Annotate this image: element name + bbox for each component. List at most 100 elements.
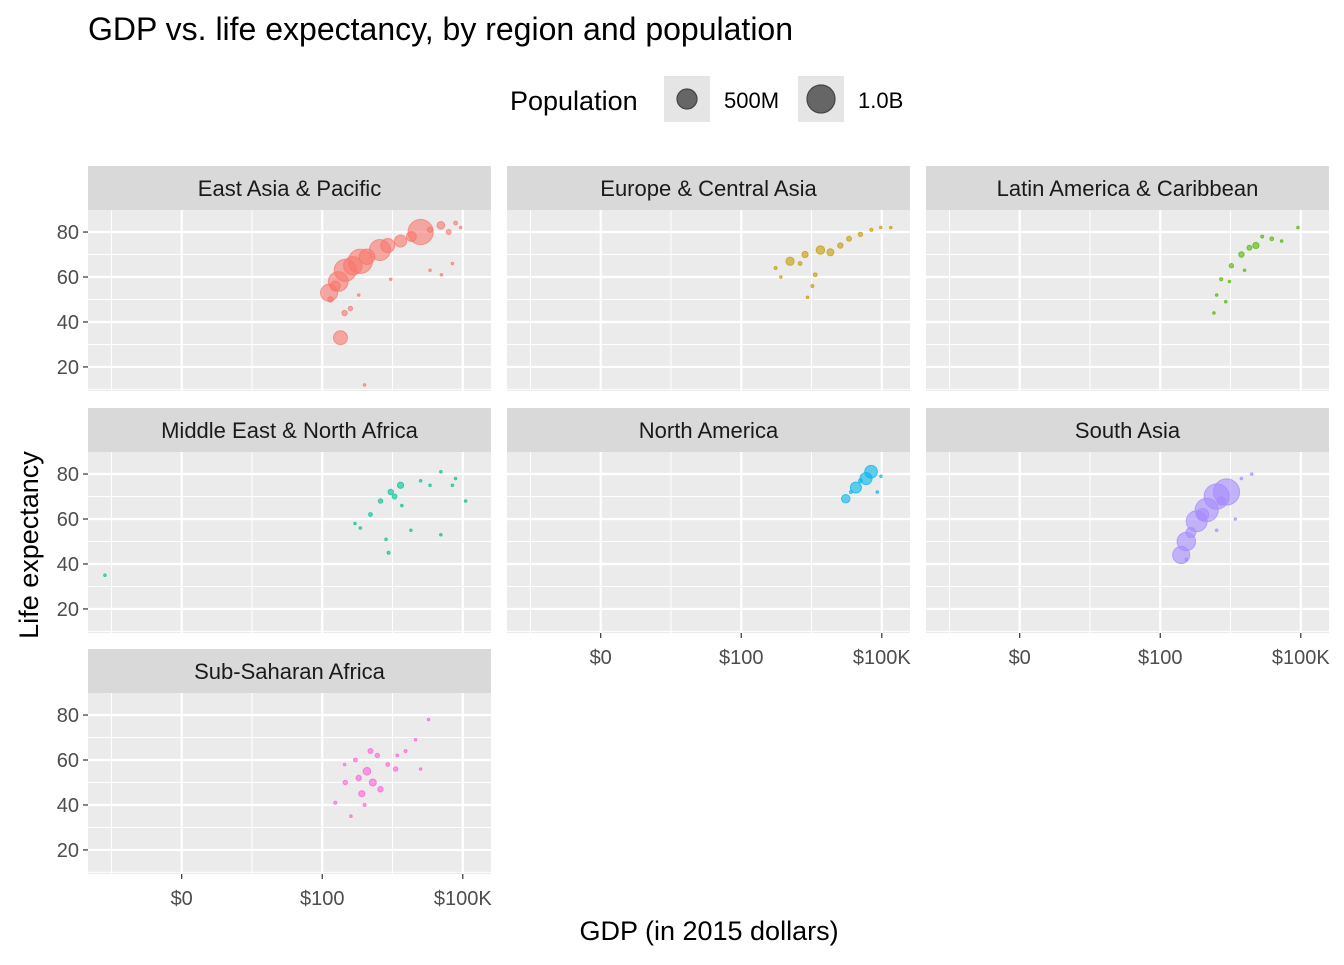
facet-strip-label: Europe & Central Asia — [600, 176, 817, 201]
legend-point-500m — [676, 88, 698, 110]
y-tick-label: 80 — [57, 222, 79, 244]
data-point — [385, 762, 391, 767]
x-tick-label: $100K — [434, 888, 492, 910]
data-point — [858, 478, 863, 484]
data-point — [362, 383, 367, 387]
data-point — [1228, 263, 1235, 269]
data-point — [450, 261, 455, 266]
data-point — [386, 550, 391, 555]
data-point — [1214, 528, 1219, 533]
data-point — [380, 238, 396, 254]
data-point — [1269, 236, 1275, 242]
facet-strip — [88, 166, 491, 210]
data-point — [368, 512, 373, 517]
data-point — [463, 499, 468, 503]
data-point — [869, 227, 874, 232]
data-point — [409, 528, 413, 533]
data-point — [805, 295, 810, 300]
legend-point-1b — [806, 84, 836, 114]
y-tick-label: 20 — [57, 840, 79, 862]
data-point — [341, 309, 348, 317]
data-point — [356, 293, 361, 297]
data-point — [384, 537, 388, 542]
panel-background — [88, 452, 491, 633]
facet-panel: Sub-Saharan Africa 20 40 60 80 $0 $100 $100K — [57, 649, 492, 910]
data-point — [396, 481, 405, 489]
x-tick-label: $0 — [171, 888, 193, 910]
data-point — [426, 717, 431, 722]
data-point — [1214, 293, 1219, 297]
data-point — [1233, 517, 1238, 521]
data-point — [801, 250, 809, 259]
data-point — [849, 481, 862, 494]
facet-strip — [88, 649, 491, 693]
data-point — [367, 748, 374, 754]
legend-label-500m: 500M — [724, 88, 779, 113]
data-point — [103, 573, 107, 578]
data-point — [342, 762, 347, 767]
data-point — [353, 521, 357, 526]
facet-strip-label: Latin America & Caribbean — [997, 176, 1259, 201]
data-point — [785, 256, 795, 266]
data-point — [418, 478, 423, 483]
x-tick-label: $100K — [1272, 647, 1330, 669]
data-point — [327, 271, 349, 292]
data-point — [879, 474, 883, 479]
data-point — [394, 234, 408, 248]
data-point — [349, 814, 353, 819]
x-tick-label: $100 — [300, 888, 345, 910]
facet-strip — [926, 166, 1329, 210]
data-point — [377, 786, 384, 793]
data-point — [875, 490, 880, 494]
facet-strip — [507, 166, 910, 210]
data-point — [1212, 311, 1216, 315]
data-point — [1296, 225, 1300, 230]
facet-strip — [926, 408, 1329, 452]
data-point — [362, 766, 372, 776]
data-point — [1219, 277, 1224, 282]
data-point — [1223, 299, 1228, 304]
x-tick-label: $0 — [1009, 647, 1031, 669]
data-point — [426, 226, 434, 233]
y-tick-label: 40 — [57, 795, 79, 817]
data-point — [439, 532, 443, 537]
data-point — [1185, 527, 1197, 538]
data-point — [418, 767, 423, 771]
data-point — [815, 245, 826, 255]
data-point — [1239, 476, 1244, 481]
data-point — [395, 753, 400, 758]
data-point — [368, 778, 377, 787]
data-point — [358, 790, 366, 798]
data-point — [445, 229, 452, 236]
data-point — [393, 766, 399, 772]
data-point — [428, 483, 432, 488]
panel-background — [507, 210, 910, 391]
data-point — [848, 489, 854, 495]
y-tick-label: 60 — [57, 509, 79, 531]
data-point — [343, 256, 363, 276]
data-point — [878, 225, 883, 230]
facet-strip — [88, 408, 491, 452]
data-point — [450, 483, 455, 488]
y-tick-label: 60 — [57, 750, 79, 772]
data-point — [1227, 279, 1232, 284]
facet-strip-label: Sub-Saharan Africa — [194, 659, 386, 684]
data-point — [403, 748, 408, 754]
facet-panel: North America $0 $100 $100K — [507, 408, 911, 669]
panel-background — [926, 210, 1329, 391]
y-axis-label: Life expectancy — [14, 451, 44, 639]
facet-strip — [507, 408, 910, 452]
data-point — [1252, 241, 1260, 250]
facet-panel: Middle East & North Africa 20 40 60 80 — [57, 408, 491, 633]
data-point — [355, 774, 362, 782]
data-point — [1246, 244, 1253, 251]
data-point — [453, 220, 458, 226]
data-point — [347, 305, 354, 312]
y-tick-label: 80 — [57, 464, 79, 486]
data-point — [810, 283, 815, 289]
data-point — [1216, 496, 1226, 506]
facet-panel: Europe & Central Asia — [507, 166, 910, 391]
data-point — [439, 272, 444, 277]
data-point — [837, 242, 844, 249]
